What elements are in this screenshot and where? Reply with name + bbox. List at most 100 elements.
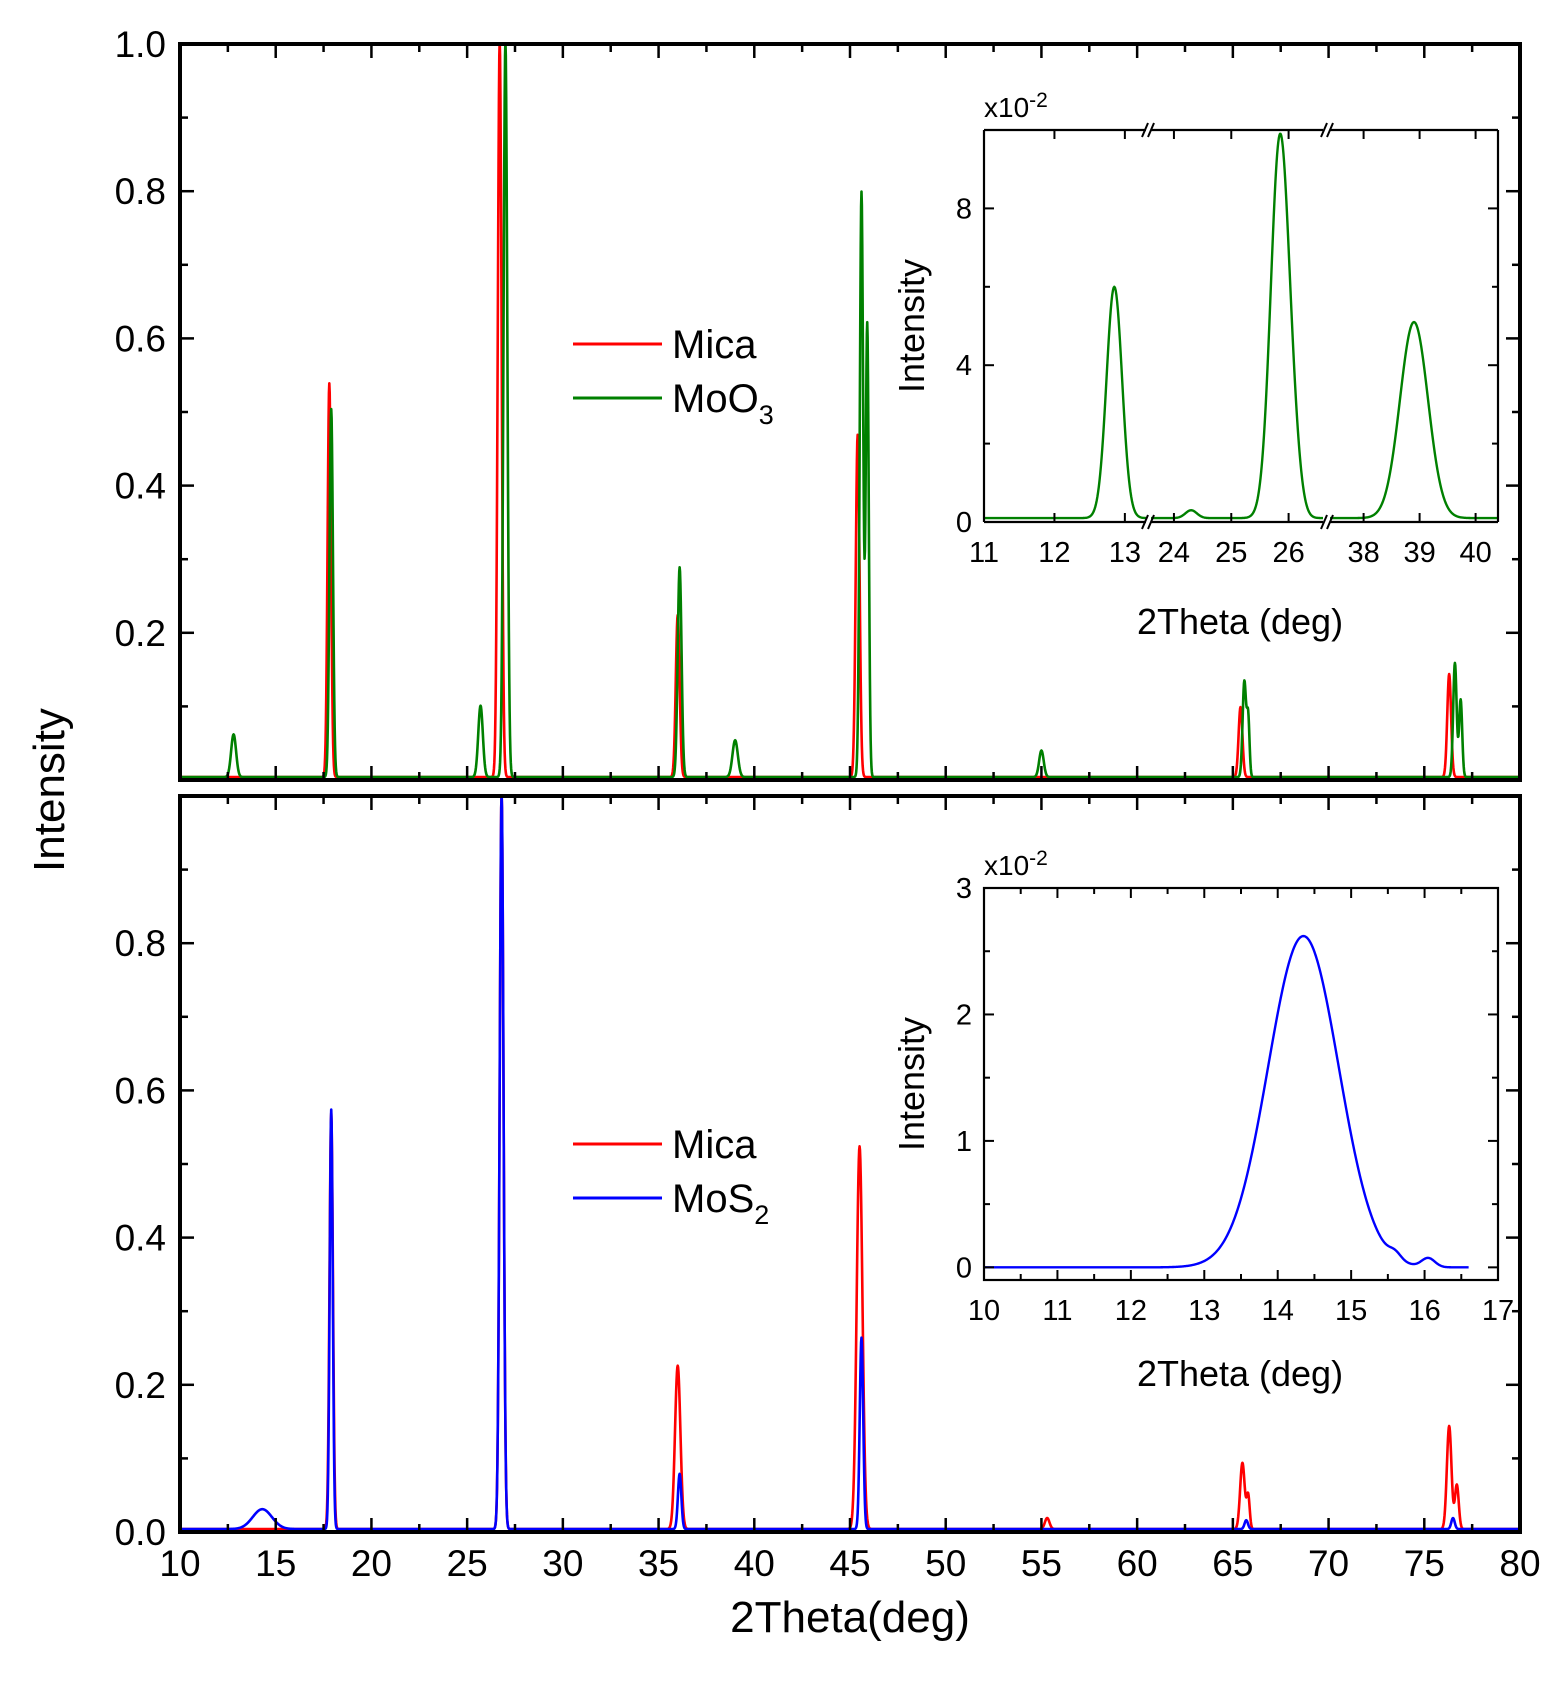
legend-mos2-subscript: 2 xyxy=(754,1200,769,1230)
inset-top-break-mark xyxy=(1141,122,1149,138)
inset-top-y-tick-label: 8 xyxy=(956,193,972,225)
x-tick-label: 30 xyxy=(542,1543,583,1584)
inset-top-frame xyxy=(982,122,1500,530)
inset-bottom-x-tick-label: 17 xyxy=(1482,1295,1514,1327)
inset-top-scale-exp: -2 xyxy=(1029,89,1048,112)
inset-bottom-x-tick-label: 11 xyxy=(1042,1295,1072,1327)
y-tick-label: 0.0 xyxy=(115,1512,166,1553)
legend-moo3-base: MoO xyxy=(672,377,759,421)
x-tick-label: 80 xyxy=(1499,1543,1540,1584)
y-tick-label: 0.6 xyxy=(115,1070,166,1111)
inset-top-series-segment xyxy=(1329,320,1499,520)
inset-top-break-mark xyxy=(1147,122,1155,138)
inset-bottom-scale-base: x10 xyxy=(984,850,1029,881)
inset-top-x-tick-label: 11 xyxy=(969,537,999,569)
x-tick-label: 60 xyxy=(1117,1543,1158,1584)
inset-top-break-mark xyxy=(1320,122,1328,138)
inset-top-x-tick-label: 26 xyxy=(1272,537,1304,569)
inset-top-y-title: Intensity xyxy=(891,259,932,393)
x-tick-label: 10 xyxy=(159,1543,200,1584)
inset-bottom-x-tick-label: 12 xyxy=(1115,1295,1147,1327)
inset-bottom-x-tick-label: 15 xyxy=(1335,1295,1367,1327)
y-tick-label: 0.8 xyxy=(115,923,166,964)
legend-label-mica-bottom: Mica xyxy=(672,1123,757,1167)
x-tick-label: 65 xyxy=(1212,1543,1253,1584)
x-tick-label: 70 xyxy=(1308,1543,1349,1584)
inset-top-x-tick-label: 25 xyxy=(1215,537,1247,569)
top-legend: Mica MoO3 xyxy=(573,323,774,430)
inset-top-x-tick-label: 12 xyxy=(1038,537,1070,569)
top-plot-frame xyxy=(178,42,1522,782)
y-tick-label: 1.0 xyxy=(115,24,166,65)
inset-top-break-mark xyxy=(1326,514,1334,530)
inset-top-break-mark xyxy=(1147,514,1155,530)
inset-bottom-scale-exp: -2 xyxy=(1029,847,1048,870)
inset-bottom-x-tick-label: 13 xyxy=(1188,1295,1220,1327)
legend-label-mica-top: Mica xyxy=(672,323,757,367)
bottom-panel: 0.00.20.40.60.810 15 20 25 30 35 40 45 50 55 60 65 7… xyxy=(115,794,1541,1584)
inset-top-x-tick-label: 40 xyxy=(1459,537,1491,569)
legend-moo3-subscript: 3 xyxy=(759,400,774,430)
top-ticks: 0.2 0.4 0.6 0.8 1.0 xyxy=(115,24,1522,782)
inset-top-series-segment xyxy=(1150,132,1324,520)
y-axis-title: Intensity xyxy=(25,708,74,872)
y-tick-label: 0.2 xyxy=(115,1365,166,1406)
inset-top-x-tick-label: 39 xyxy=(1403,537,1435,569)
x-tick-label: 25 xyxy=(447,1543,488,1584)
inset-top-x-tick-label: 24 xyxy=(1158,537,1190,569)
y-tick-label: 0.4 xyxy=(115,466,166,507)
inset-top-scale-base: x10 xyxy=(984,92,1029,123)
x-tick-label: 75 xyxy=(1404,1543,1445,1584)
inset-top-background xyxy=(984,130,1498,522)
inset-bottom-y-tick-label: 1 xyxy=(956,1126,972,1158)
inset-top: 11 12 13 24 25 26 38 39 40 0 4 8 x10-2 Intensity 2T… xyxy=(891,89,1500,642)
inset-top-x-title: 2Theta (deg) xyxy=(1137,601,1343,642)
inset-bottom-x-tick-label: 16 xyxy=(1408,1295,1440,1327)
inset-top-y-tick-label: 4 xyxy=(956,350,972,382)
y-tick-label: 0.2 xyxy=(115,613,166,654)
bottom-ticks: 0.00.20.40.60.810 15 20 25 30 35 40 45 50 55 60 65 7… xyxy=(115,794,1541,1584)
x-tick-label: 45 xyxy=(829,1543,870,1584)
x-tick-label: 35 xyxy=(638,1543,679,1584)
inset-bottom-background xyxy=(984,888,1498,1280)
legend-label-mos2: MoS2 xyxy=(672,1177,769,1230)
inset-bottom-y-tick-label: 0 xyxy=(956,1252,972,1284)
bottom-legend: Mica MoS2 xyxy=(573,1123,769,1230)
inset-bottom-x-tick-label: 10 xyxy=(968,1295,1000,1327)
legend-label-moo3: MoO3 xyxy=(672,377,774,430)
inset-top-y-tick-label: 0 xyxy=(956,507,972,539)
x-tick-label: 15 xyxy=(255,1543,296,1584)
inset-bottom-y-title: Intensity xyxy=(891,1017,932,1151)
x-tick-label: 40 xyxy=(734,1543,775,1584)
y-tick-label: 0.8 xyxy=(115,171,166,212)
x-tick-label: 20 xyxy=(351,1543,392,1584)
legend-mos2-base: MoS xyxy=(672,1177,754,1221)
y-tick-label: 0.6 xyxy=(115,318,166,359)
inset-top-x-tick-label: 13 xyxy=(1109,537,1141,569)
y-tick-label: 0.4 xyxy=(115,1218,166,1259)
inset-top-series-segment xyxy=(983,285,1147,520)
inset-bottom-scale-label: x10-2 xyxy=(984,847,1048,881)
x-tick-label: 50 xyxy=(925,1543,966,1584)
inset-top-break-mark xyxy=(1320,514,1328,530)
x-tick-label: 55 xyxy=(1021,1543,1062,1584)
inset-top-break-mark xyxy=(1326,122,1334,138)
inset-top-break-mark xyxy=(1141,514,1149,530)
inset-bottom-y-tick-label: 3 xyxy=(956,873,972,905)
bottom-plot-frame xyxy=(178,794,1522,1534)
inset-top-x-tick-label: 38 xyxy=(1347,537,1379,569)
inset-top-series xyxy=(983,132,1499,520)
inset-top-scale-label: x10-2 xyxy=(984,89,1048,123)
inset-bottom-x-title: 2Theta (deg) xyxy=(1137,1353,1343,1394)
inset-top-ticks: 11 12 13 24 25 26 38 39 40 0 4 8 xyxy=(956,129,1498,569)
inset-bottom-series-line xyxy=(983,934,1470,1269)
inset-bottom-series xyxy=(983,934,1470,1269)
inset-bottom-x-tick-label: 14 xyxy=(1262,1295,1294,1327)
x-axis-title: 2Theta(deg) xyxy=(730,1593,970,1642)
top-panel: 0.2 0.4 0.6 0.8 1.0 Mica MoO3 xyxy=(115,24,1522,782)
inset-bottom-y-tick-label: 2 xyxy=(956,999,972,1031)
